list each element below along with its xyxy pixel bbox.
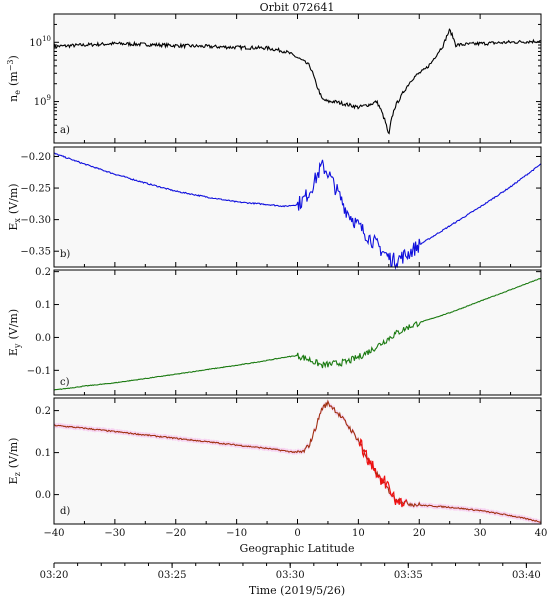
y-label-sub: e xyxy=(13,90,22,95)
y-tick-label: −0.20 xyxy=(20,152,51,163)
y-tick-label: 0.0 xyxy=(35,333,51,344)
y-tick-label: 0.1 xyxy=(35,448,51,459)
time-tick-label: 03:20 xyxy=(40,570,69,581)
y-label-sub: z xyxy=(13,472,22,476)
x-axis-label: Geographic Latitude xyxy=(240,542,355,555)
y-label-unit-end: ) xyxy=(7,55,20,59)
y-label-main: E xyxy=(7,476,20,484)
panel-label: c) xyxy=(60,377,70,388)
time-axis: 03:20 03:25 03:30 03:35 03:40 xyxy=(40,562,541,581)
panel-background xyxy=(54,398,541,524)
time-tick-label: 03:30 xyxy=(276,570,305,581)
panel-background xyxy=(54,14,541,143)
y-tick-exponent: 9 xyxy=(47,94,51,102)
time-tick-label: 03:25 xyxy=(158,570,187,581)
y-label-unit: (V/m) xyxy=(7,438,20,469)
x-tick-label: 0 xyxy=(294,528,300,539)
figure-title: Orbit 072641 xyxy=(260,1,335,14)
y-tick-exponent: 10 xyxy=(42,35,51,43)
y-tick-base: 10 xyxy=(34,97,47,108)
time-tick-label: 03:40 xyxy=(512,570,541,581)
y-tick-label: −0.35 xyxy=(20,247,51,258)
y-tick-label: 0.2 xyxy=(35,267,51,278)
series-line-2 xyxy=(53,152,542,270)
y-label-unit: (m xyxy=(7,71,20,86)
y-tick-label: 0.0 xyxy=(35,490,51,501)
y-label-unit: (V/m) xyxy=(7,183,20,214)
y-axis-label: Ey (V/m) xyxy=(7,309,22,356)
y-tick-label: 0.1 xyxy=(35,300,51,311)
x-tick-label: 40 xyxy=(535,528,548,539)
y-label-unit: (V/m) xyxy=(7,309,20,340)
x-tick-label: 20 xyxy=(413,528,426,539)
x-tick-label: 30 xyxy=(474,528,487,539)
x-tick-label: 10 xyxy=(352,528,365,539)
y-tick-label: −0.1 xyxy=(27,366,51,377)
panels: 1091010a)ne(m−3)−0.35−0.30−0.25−0.20b)Ex… xyxy=(6,13,548,539)
y-tick-label: −0.25 xyxy=(20,184,51,195)
panel-2: −0.35 −0.30 −0.25 −0.20 b) Ex (V/m) xyxy=(7,146,542,270)
x-tick-label: −30 xyxy=(104,528,125,539)
x-tick-label: −20 xyxy=(165,528,186,539)
ez-highlight-segment xyxy=(358,438,408,508)
y-label-sub: y xyxy=(13,343,22,349)
series-line-3 xyxy=(53,277,541,391)
y-label-sub: x xyxy=(13,218,22,223)
y-label-main: E xyxy=(7,223,20,231)
y-tick-label: 0.2 xyxy=(35,406,51,417)
time-tick-label: 03:35 xyxy=(394,570,423,581)
y-tick-label: 1010 xyxy=(29,35,51,49)
time-axis-label: Time (2019/5/26) xyxy=(249,584,345,596)
y-axis-label: ne (m−3) xyxy=(6,55,22,102)
panel-3: −0.1 0.0 0.1 0.2 c) Ey (V/m) xyxy=(7,267,542,396)
x-tick-label: −10 xyxy=(226,528,247,539)
series-line-4 xyxy=(53,399,541,523)
y-tick-label: −0.30 xyxy=(20,215,51,226)
y-tick-base: 10 xyxy=(29,38,42,49)
panel-background xyxy=(54,270,541,395)
panel-label: d) xyxy=(60,506,70,517)
y-tick-label: 109 xyxy=(34,94,51,108)
y-axis-label: Ez (V/m) xyxy=(7,438,22,485)
panel-label: a) xyxy=(60,125,70,136)
panel-4: 0.0 0.1 0.2 d) Ez (V/m) xyxy=(7,397,542,525)
x-tick-label: −40 xyxy=(43,528,64,539)
y-axis-label: Ex (V/m) xyxy=(7,183,22,230)
series-line-1 xyxy=(53,28,541,135)
panel-background xyxy=(54,147,541,267)
y-label-main: n xyxy=(7,95,20,102)
y-label-unit-sup: −3 xyxy=(6,59,15,71)
panel-label: b) xyxy=(60,249,70,260)
y-label-main: E xyxy=(7,348,20,356)
